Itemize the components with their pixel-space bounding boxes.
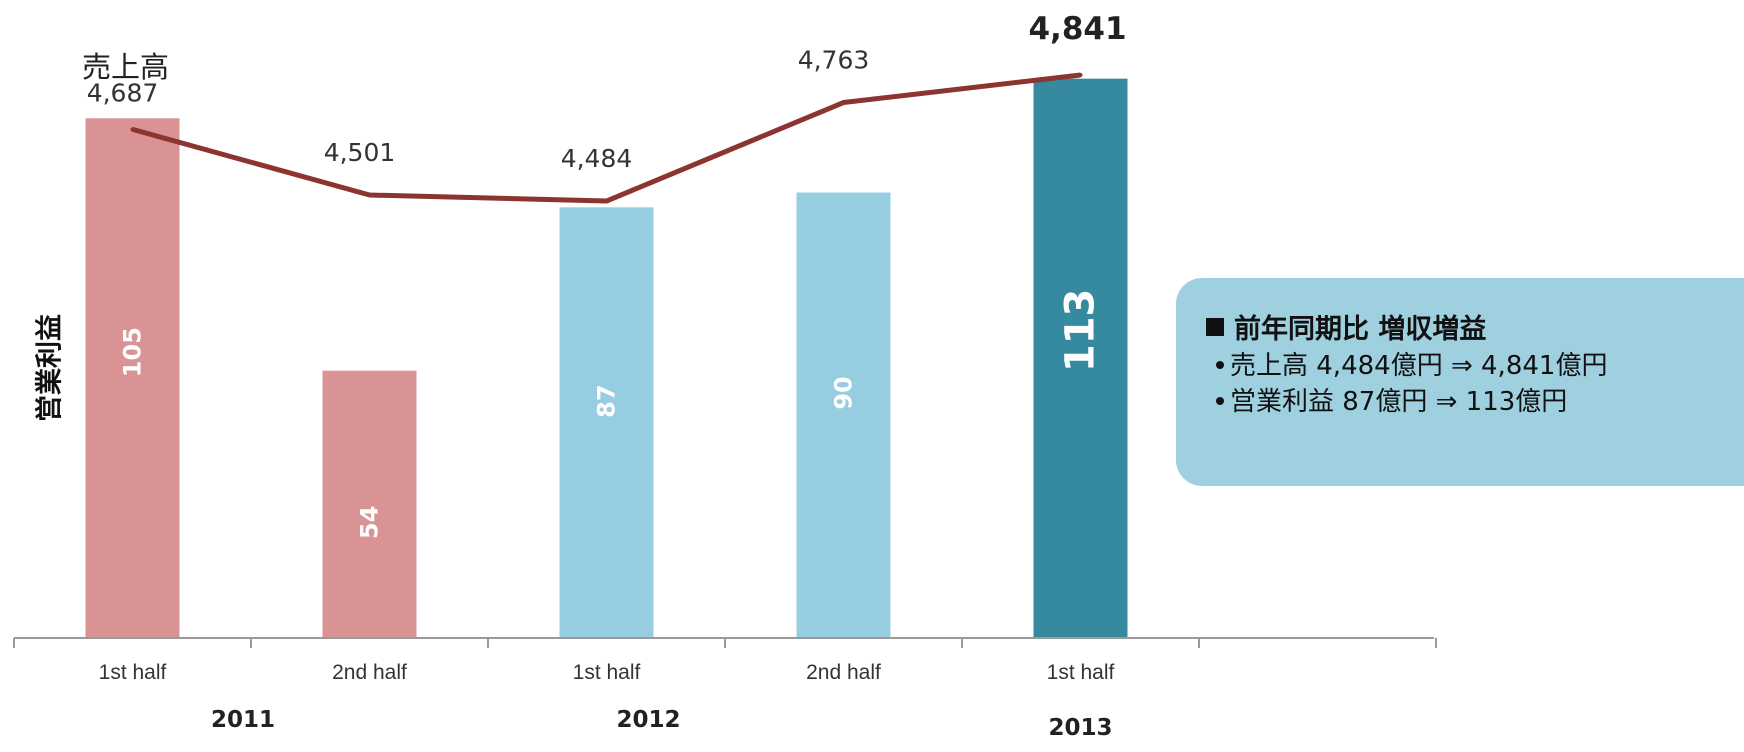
x-tick-label: 1st half: [573, 661, 641, 684]
bar-value-label: 54: [356, 506, 384, 539]
x-tick-label: 2nd half: [332, 661, 407, 684]
sales-point: [130, 127, 135, 132]
sales-value-label: 4,763: [798, 46, 870, 75]
sales-value-label: 4,841: [1028, 11, 1126, 47]
x-tick-label: 1st half: [1047, 661, 1115, 684]
bar-1: [85, 118, 180, 638]
x-axis: [13, 637, 1437, 648]
year-labels-group: 2011 2012 2013: [211, 707, 1113, 741]
sales-point: [1078, 73, 1083, 77]
bar-3: [559, 207, 654, 638]
bar-5: [1033, 78, 1128, 638]
callout-bullet-profit: 営業利益 87億円 ⇒ 113億円: [1206, 384, 1744, 420]
callout-title-row: 前年同期比 増収増益: [1206, 312, 1744, 348]
bullet-dot-icon: [1216, 397, 1224, 405]
year-label: 2013: [1048, 715, 1112, 741]
square-bullet-icon: [1206, 318, 1224, 336]
sales-series-name: 売上高: [82, 50, 169, 84]
profit-series-name: 営業利益: [34, 314, 66, 422]
callout-bullet-text: 売上高 4,484億円 ⇒ 4,841億円: [1230, 351, 1608, 381]
bar-value-label: 90: [830, 376, 858, 409]
bar-4: [796, 192, 891, 638]
sales-line: [131, 72, 1081, 204]
callout-title: 前年同期比 増収増益: [1234, 314, 1487, 345]
sales-value-label: 4,484: [561, 144, 633, 173]
x-axis-ticks: [13, 638, 1437, 648]
sales-point: [841, 100, 846, 105]
bars-group: 105 54 87 90 113: [85, 78, 1128, 638]
bar-value-label: 113: [1058, 289, 1104, 373]
tick-labels-group: 1st half 2nd half 1st half 2nd half 1st half: [99, 661, 1115, 684]
callout-bullet-sales: 売上高 4,484億円 ⇒ 4,841億円: [1206, 348, 1744, 384]
sales-value-label: 4,501: [324, 138, 396, 167]
sales-point: [367, 193, 372, 198]
sales-value-label: 4,687: [87, 78, 159, 107]
sales-point: [604, 199, 609, 204]
year-label: 2012: [616, 707, 680, 733]
bar-value-label: 87: [593, 384, 621, 417]
x-tick-label: 1st half: [99, 661, 167, 684]
year-label: 2011: [211, 707, 275, 733]
callout-bullet-text: 営業利益 87億円 ⇒ 113億円: [1230, 387, 1568, 417]
bar-2: [322, 370, 417, 638]
x-tick-label: 2nd half: [806, 661, 881, 684]
bullet-dot-icon: [1216, 361, 1224, 369]
summary-callout: 前年同期比 増収増益 売上高 4,484億円 ⇒ 4,841億円 営業利益 87…: [1176, 278, 1744, 486]
line-group: 4,687 4,501 4,484 4,763 4,841: [87, 11, 1127, 204]
bar-value-label: 105: [119, 327, 147, 377]
